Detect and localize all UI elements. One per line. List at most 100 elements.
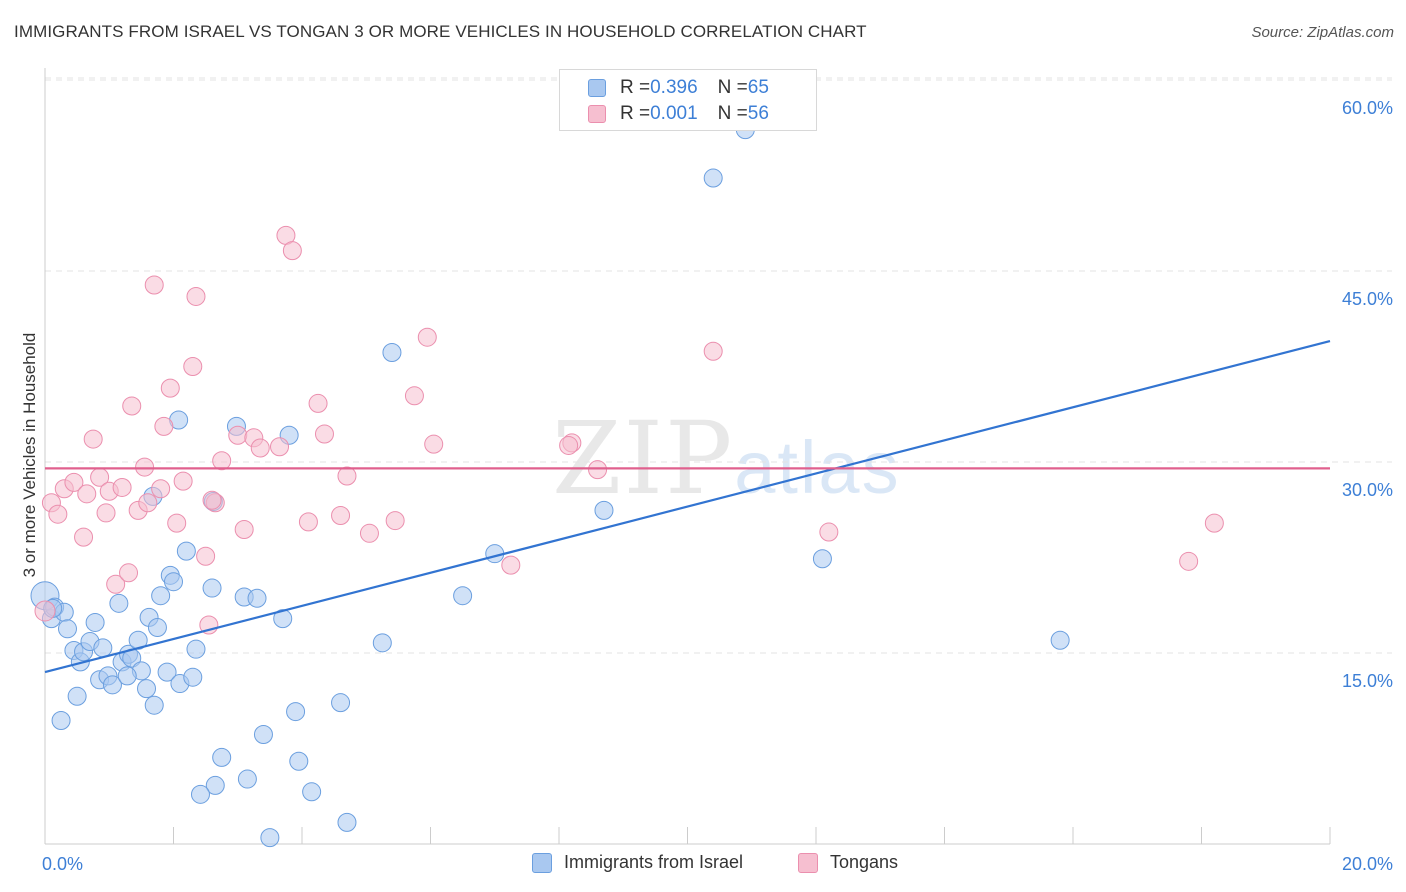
tongan-point — [48, 504, 68, 524]
series-swatch-tongan — [798, 852, 818, 873]
legend-r-label: R = — [620, 103, 651, 124]
legend-n-label: N = — [717, 103, 748, 124]
tongan-point — [819, 522, 839, 542]
israel-point — [144, 695, 164, 715]
tongan-point — [212, 451, 232, 471]
tongan-point — [122, 396, 142, 416]
legend-n-label: N = — [717, 77, 748, 98]
y-tick-label: 60.0% — [1342, 98, 1393, 118]
tongan-point — [359, 523, 379, 543]
tongan-point — [559, 435, 579, 455]
tongan-point — [588, 460, 608, 480]
israel-point — [594, 500, 614, 520]
legend-swatch-israel — [588, 79, 606, 97]
x-tick-label: 0.0% — [42, 854, 83, 874]
tongan-point — [160, 378, 180, 398]
legend-n-value: 56 — [747, 103, 769, 124]
tongan-point — [202, 490, 222, 510]
israel-point — [382, 342, 402, 362]
israel-point — [128, 630, 148, 650]
tongan-point — [270, 437, 290, 457]
legend-r-value: 0.001 — [650, 103, 698, 124]
israel-point — [93, 638, 113, 658]
tongan-point — [314, 424, 334, 444]
x-tick-label: 20.0% — [1342, 854, 1393, 874]
tongan-point — [151, 479, 171, 499]
tongan-point — [308, 393, 328, 413]
tongan-point — [144, 275, 164, 295]
tongan-point — [1204, 513, 1224, 533]
israel-points — [30, 120, 1070, 848]
y-tick-label: 30.0% — [1342, 480, 1393, 500]
y-tick-label: 15.0% — [1342, 671, 1393, 691]
israel-point — [260, 828, 280, 848]
israel-point — [703, 168, 723, 188]
y-tick-label: 45.0% — [1342, 289, 1393, 309]
legend-r-label: R = — [620, 77, 651, 98]
tongan-point — [154, 416, 174, 436]
tongan-point — [173, 471, 193, 491]
legend-swatch-tongan — [588, 105, 606, 123]
chart-title: IMMIGRANTS FROM ISRAEL VS TONGAN 3 OR MO… — [14, 22, 867, 41]
israel-point — [286, 702, 306, 722]
israel-point — [109, 593, 129, 613]
israel-point — [102, 675, 122, 695]
tongan-point — [135, 457, 155, 477]
legend-row-tongan: R = 0.001 N = 56 — [588, 102, 769, 126]
series-swatch-israel — [532, 852, 552, 873]
israel-point — [247, 588, 267, 608]
tongan-point — [337, 466, 357, 486]
tongan-point — [74, 527, 94, 547]
tongan-point — [64, 472, 84, 492]
israel-point — [289, 751, 309, 771]
series-legend-label: Tongans — [830, 852, 899, 872]
tongan-point — [167, 513, 187, 533]
israel-point — [273, 609, 293, 629]
tongan-point — [417, 327, 437, 347]
israel-point — [147, 618, 167, 638]
israel-point — [186, 639, 206, 659]
israel-point — [157, 662, 177, 682]
israel-trend-line — [44, 339, 1331, 674]
israel-point — [151, 586, 171, 606]
israel-point — [51, 710, 71, 730]
tongan-point — [119, 563, 139, 583]
correlation-legend: R = 0.396 N = 65 R = 0.001 N = 56 — [559, 69, 817, 131]
israel-point — [190, 784, 210, 804]
israel-point — [137, 679, 157, 699]
series-legend-label: Immigrants from Israel — [564, 852, 744, 872]
israel-point — [205, 775, 225, 795]
israel-point — [85, 612, 105, 632]
israel-point — [117, 666, 137, 686]
tongan-point — [250, 438, 270, 458]
tongan-point — [96, 503, 116, 523]
tongan-point — [703, 341, 723, 361]
tongan-point — [106, 574, 126, 594]
chart-source: Source: ZipAtlas.com — [1251, 24, 1394, 41]
israel-point — [253, 724, 273, 744]
series-legend-tongan[interactable]: Tongans — [798, 852, 898, 873]
series-legend-israel[interactable]: Immigrants from Israel — [532, 852, 743, 873]
tongan-point — [112, 477, 132, 497]
tongan-point — [34, 600, 56, 622]
trend-lines — [44, 339, 1331, 674]
legend-row-israel: R = 0.396 N = 65 — [588, 76, 769, 100]
tongan-point — [183, 357, 203, 376]
series-legend: Immigrants from Israel Tongans — [0, 852, 1406, 876]
axes — [44, 68, 1331, 845]
israel-point — [812, 549, 832, 569]
israel-point — [164, 572, 183, 592]
israel-point — [453, 586, 473, 606]
tongan-point — [331, 505, 351, 525]
watermark-zip: ZIP — [552, 400, 735, 517]
israel-point — [67, 686, 87, 706]
tongan-point — [424, 434, 444, 454]
tongan-point — [138, 493, 158, 513]
tongan-point — [234, 519, 254, 539]
israel-point — [237, 769, 257, 789]
tongan-point — [282, 241, 302, 261]
tongan-point — [385, 511, 405, 531]
israel-point — [183, 667, 203, 687]
israel-point — [176, 541, 196, 561]
